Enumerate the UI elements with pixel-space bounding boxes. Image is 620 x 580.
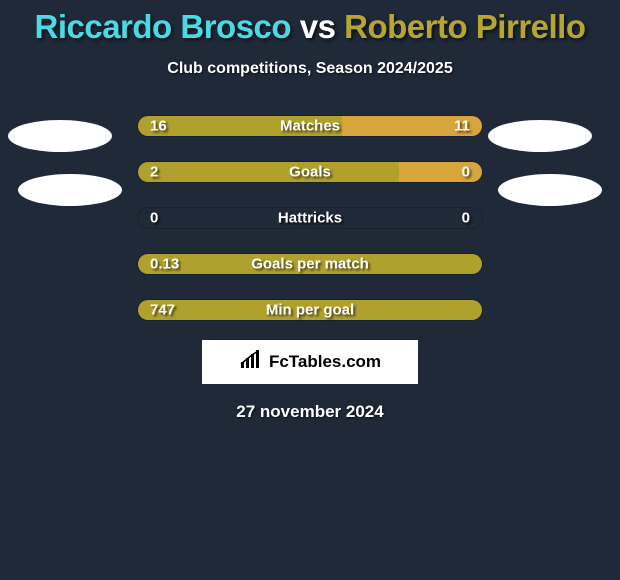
stat-row: 0.13 Goals per match bbox=[138, 254, 482, 274]
stat-label: Goals per match bbox=[251, 256, 369, 273]
stat-value-right: 11 bbox=[454, 118, 470, 135]
avatar-placeholder bbox=[18, 174, 122, 206]
stat-row: 16 11 Matches bbox=[138, 116, 482, 136]
source-badge: FcTables.com bbox=[202, 340, 418, 384]
stat-label: Hattricks bbox=[278, 210, 342, 227]
stat-label: Matches bbox=[280, 118, 340, 135]
stat-value-right: 0 bbox=[462, 164, 470, 181]
vs-word: vs bbox=[300, 8, 336, 45]
stat-value-left: 0 bbox=[150, 210, 158, 227]
stat-row: 0 0 Hattricks bbox=[138, 208, 482, 228]
avatar-placeholder bbox=[498, 174, 602, 206]
stat-value-right: 0 bbox=[462, 210, 470, 227]
source-badge-text: FcTables.com bbox=[269, 352, 381, 372]
stat-value-left: 16 bbox=[150, 118, 167, 135]
page-title: Riccardo Brosco vs Roberto Pirrello bbox=[0, 0, 620, 46]
avatar-placeholder bbox=[488, 120, 592, 152]
stat-row: 747 Min per goal bbox=[138, 300, 482, 320]
subtitle: Club competitions, Season 2024/2025 bbox=[0, 60, 620, 78]
date-label: 27 november 2024 bbox=[0, 402, 620, 422]
stat-value-left: 0.13 bbox=[150, 256, 179, 273]
chart-icon bbox=[239, 350, 265, 375]
stat-label: Goals bbox=[289, 164, 331, 181]
stat-value-left: 747 bbox=[150, 302, 175, 319]
stat-label: Min per goal bbox=[266, 302, 354, 319]
player2-name: Roberto Pirrello bbox=[344, 8, 585, 45]
stat-value-left: 2 bbox=[150, 164, 158, 181]
bar-left bbox=[138, 162, 399, 182]
stat-row: 2 0 Goals bbox=[138, 162, 482, 182]
avatar-placeholder bbox=[8, 120, 112, 152]
player1-name: Riccardo Brosco bbox=[34, 8, 291, 45]
